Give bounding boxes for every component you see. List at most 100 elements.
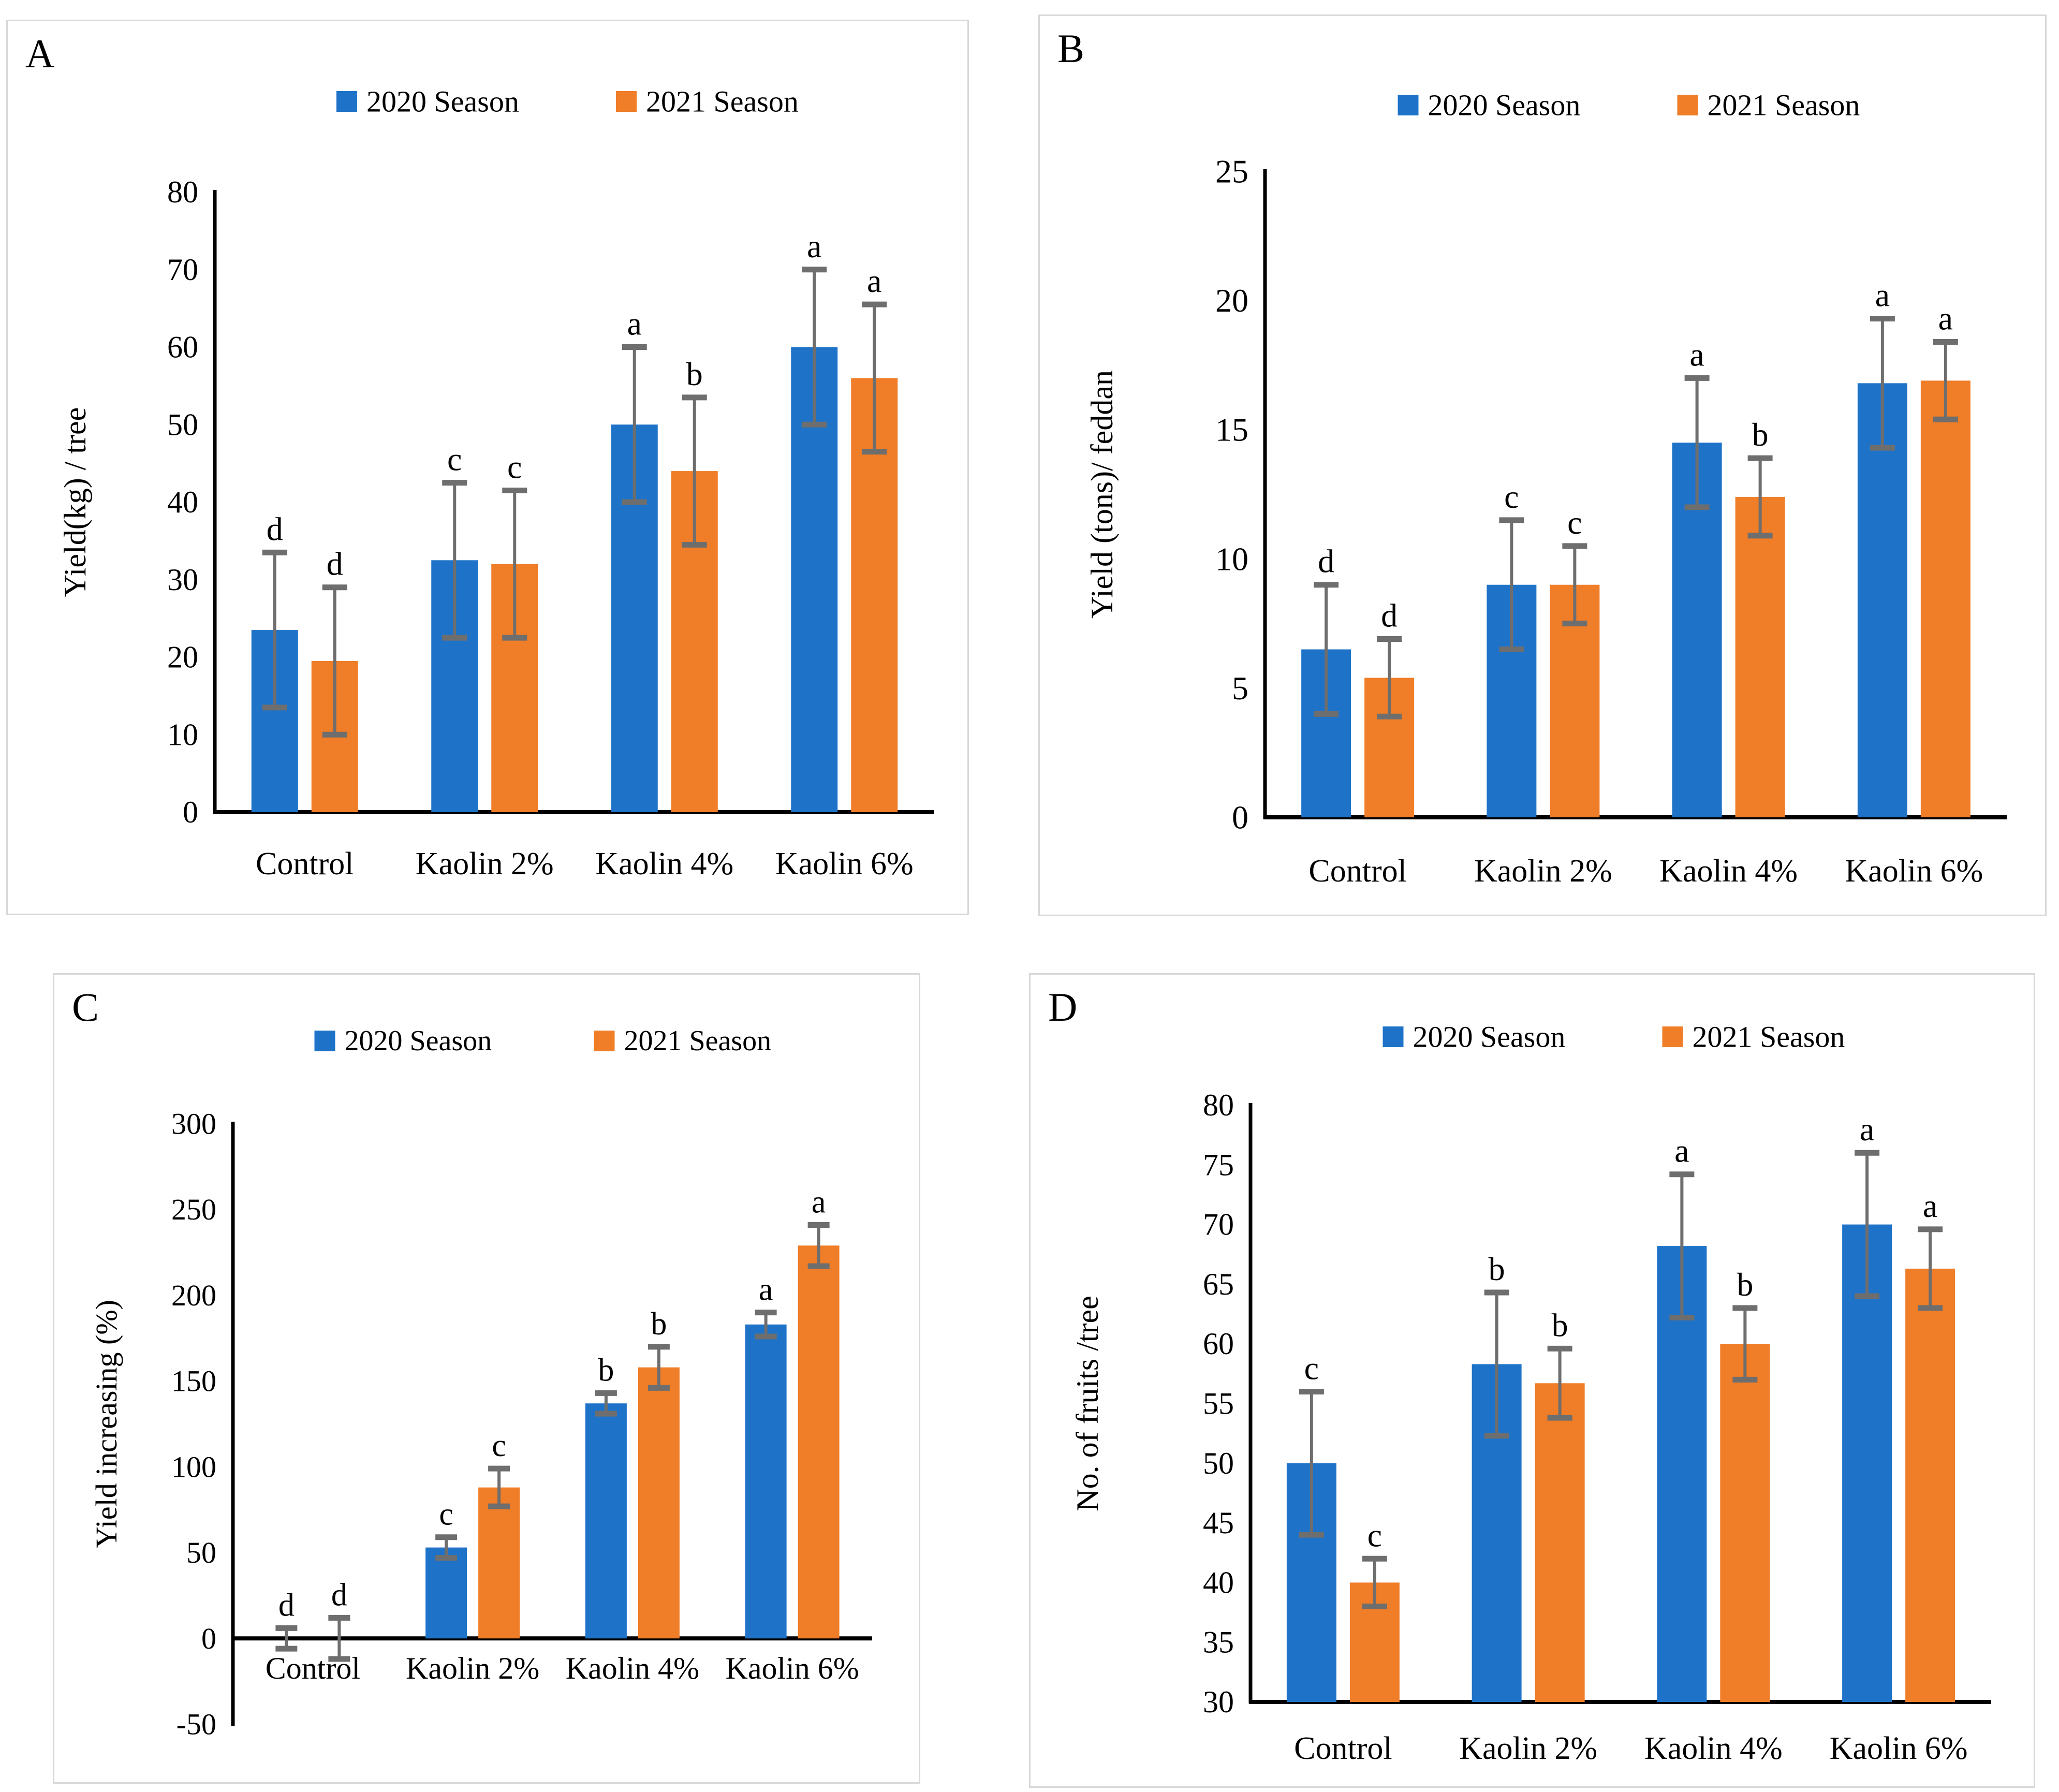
bar-2021-season-kaolin-4: [638, 1367, 680, 1639]
legend-swatch-2020-season: [1398, 95, 1419, 115]
y-tick-label: 80: [1203, 1088, 1234, 1122]
sig-letter-2021-season-kaolin-4: b: [651, 1306, 667, 1342]
chart-c-yield-increasing-percent: 2020 Season 2021 Season -50 0 50 100 150 200 250…: [90, 1025, 872, 1741]
sig-letter-2021-season-kaolin-4: b: [1752, 416, 1769, 453]
panel-chart-a: A 2020 Season 2021 Season 0 10 20 30 40 50 60 70 8…: [6, 20, 969, 915]
legend: 2020 Season 2021 Season: [1383, 1020, 1845, 1054]
y-tick-label: 0: [183, 795, 198, 829]
sig-letter-2021-season-kaolin-2: c: [1567, 504, 1582, 541]
sig-letter-2020-season-kaolin-4: a: [627, 305, 642, 342]
panel-chart-b: B 2020 Season 2021 Season 0 5 10 15 20 25 Yield …: [1038, 14, 2047, 916]
x-category-label-kaolin-2: Kaolin 2%: [1474, 854, 1612, 889]
bar-2020-season-kaolin-2: [425, 1547, 467, 1639]
y-axis-title: No. of fruits /tree: [1070, 1296, 1105, 1511]
sig-letter-2021-season-kaolin-6: a: [812, 1185, 826, 1220]
legend-item-2020-season: 2020 Season: [1383, 1020, 1566, 1054]
x-category-label-kaolin-6: Kaolin 6%: [775, 846, 914, 882]
error-bar-2021-season-control: [328, 1615, 350, 1662]
bar-2020-season-kaolin-4: [585, 1403, 627, 1639]
error-bar-2020-season-kaolin-6: [755, 1310, 777, 1340]
bar-2021-season-kaolin-6: [1920, 380, 1970, 817]
legend-swatch-2020-season: [1383, 1026, 1404, 1047]
legend-item-2020-season: 2020 Season: [1398, 89, 1580, 122]
y-tick-label: 40: [167, 485, 198, 519]
x-category-label-kaolin-2: Kaolin 2%: [406, 1651, 539, 1685]
sig-letter-2020-season-kaolin-6: a: [1860, 1111, 1874, 1148]
error-bar-2020-season-kaolin-4: [622, 344, 647, 505]
legend-label: 2021 Season: [1708, 89, 1860, 122]
error-bar-2021-season-kaolin-4: [648, 1344, 670, 1391]
y-tick-label: 5: [1232, 670, 1248, 707]
legend-swatch-2021-season: [594, 1031, 615, 1051]
error-bar-2021-season-control: [1362, 1555, 1387, 1610]
bar-2021-season-kaolin-2: [478, 1487, 520, 1639]
error-bar-2021-season-kaolin-6: [862, 301, 887, 455]
error-bar-2020-season-kaolin-4: [1684, 375, 1710, 510]
y-tick-label: 70: [1203, 1208, 1234, 1242]
y-tick-label: -50: [177, 1708, 216, 1741]
legend-item-2021-season: 2021 Season: [1677, 89, 1860, 122]
sig-letter-2020-season-control: d: [1318, 543, 1334, 580]
legend-label: 2020 Season: [1413, 1020, 1566, 1054]
legend-label: 2021 Season: [646, 85, 799, 119]
sig-letter-2020-season-kaolin-6: a: [1875, 277, 1890, 314]
legend: 2020 Season 2021 Season: [1398, 89, 1860, 122]
y-tick-label: 10: [1215, 540, 1248, 577]
legend-swatch-2021-season: [1662, 1026, 1683, 1047]
error-bar-2020-season-kaolin-4: [595, 1390, 617, 1417]
sig-letter-2021-season-kaolin-2: b: [1552, 1306, 1568, 1343]
error-bar-2020-season-kaolin-6: [1855, 1150, 1880, 1299]
sig-letter-2020-season-kaolin-4: a: [1689, 336, 1704, 373]
y-tick-label: 0: [1232, 799, 1248, 836]
sig-letter-2021-season-kaolin-6: a: [1938, 300, 1953, 336]
y-tick-label: 30: [167, 563, 198, 597]
error-bar-2020-season-control: [1299, 1388, 1324, 1538]
bar-2020-season-kaolin-6: [745, 1324, 787, 1639]
x-category-label-control: Control: [256, 846, 354, 882]
y-axis-title: Yield(kg) / tree: [58, 407, 92, 597]
error-bar-2021-season-control: [1377, 636, 1402, 719]
y-axis-title: Yield (tons)/ feddan: [1085, 370, 1119, 619]
sig-letter-2021-season-control: c: [1367, 1517, 1382, 1553]
sig-letter-2021-season-control: d: [327, 546, 343, 582]
y-tick-label: 15: [1215, 412, 1248, 448]
sig-letter-2020-season-kaolin-2: c: [439, 1497, 453, 1532]
panel-b-label: B: [1057, 26, 1085, 71]
legend-label: 2021 Season: [1693, 1020, 1845, 1054]
legend-item-2020-season: 2020 Season: [336, 85, 519, 119]
error-bar-2020-season-kaolin-6: [802, 267, 827, 428]
bar-2021-season-kaolin-4: [1735, 496, 1785, 817]
y-tick-label: 70: [167, 253, 198, 287]
x-category-label-kaolin-4: Kaolin 4%: [595, 846, 733, 882]
sig-letter-2020-season-kaolin-2: b: [1489, 1251, 1505, 1287]
panel-chart-c: C 2020 Season 2021 Season -50 0 50 100 150 200 2…: [53, 973, 920, 1784]
x-category-label-kaolin-6: Kaolin 6%: [1845, 854, 1983, 889]
y-tick-label: 40: [1203, 1565, 1234, 1599]
y-axis-title: Yield increasing (%): [90, 1300, 123, 1548]
x-category-label-control: Control: [1308, 854, 1406, 889]
legend-item-2021-season: 2021 Season: [1662, 1020, 1845, 1054]
error-bar-2021-season-kaolin-2: [1547, 1345, 1572, 1421]
y-tick-label: 55: [1203, 1387, 1234, 1421]
error-bar-2020-season-kaolin-2: [1499, 517, 1524, 653]
bar-2020-season-kaolin-6: [1842, 1224, 1892, 1702]
error-bar-2021-season-kaolin-4: [1732, 1305, 1758, 1383]
x-category-label-kaolin-4: Kaolin 4%: [566, 1651, 699, 1685]
error-bar-2020-season-kaolin-6: [1870, 316, 1895, 451]
legend: 2020 Season 2021 Season: [336, 85, 799, 119]
chart-b-yield-tons-per-feddan: 2020 Season 2021 Season 0 5 10 15 20 25 Yield (t…: [1085, 89, 2007, 889]
legend-swatch-2021-season: [1677, 95, 1698, 115]
sig-letter-2021-season-kaolin-2: c: [492, 1428, 506, 1463]
y-tick-label: 60: [1203, 1327, 1234, 1361]
sig-letter-2021-season-kaolin-6: a: [867, 262, 881, 299]
sig-letter-2020-season-kaolin-6: a: [807, 228, 821, 265]
bar-2020-season-kaolin-4: [1657, 1246, 1707, 1702]
sig-letter-2021-season-kaolin-2: c: [507, 449, 522, 486]
x-category-label-kaolin-2: Kaolin 2%: [416, 846, 554, 882]
error-bar-2020-season-kaolin-2: [442, 480, 467, 641]
sig-letter-2020-season-control: c: [1304, 1349, 1319, 1386]
legend-label: 2020 Season: [345, 1025, 492, 1057]
legend: 2020 Season 2021 Season: [314, 1025, 771, 1057]
y-tick-label: 60: [167, 330, 198, 364]
